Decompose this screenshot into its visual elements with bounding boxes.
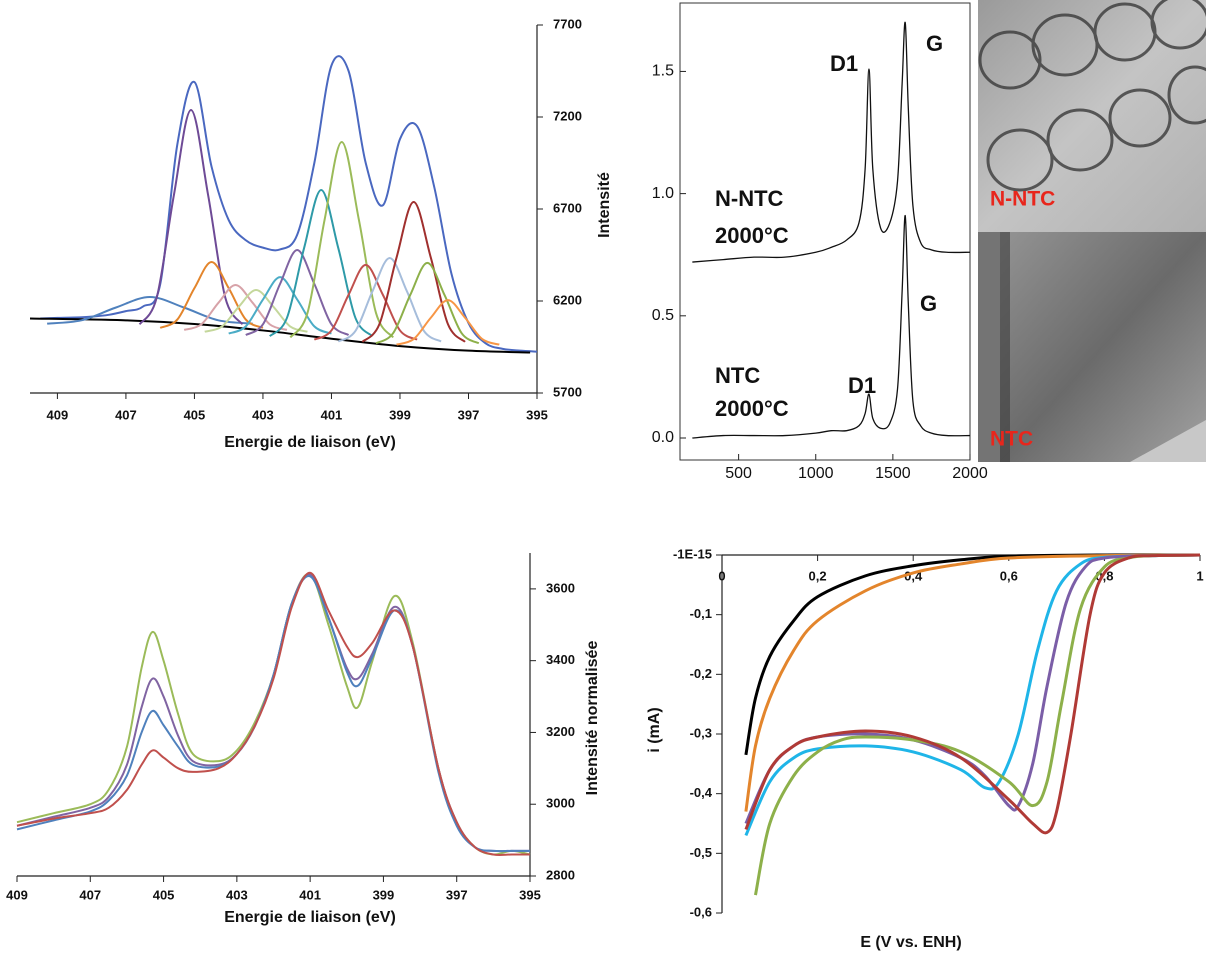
- data-line: [753, 553, 1201, 896]
- x-tick-label: 409: [6, 887, 28, 902]
- x-tick-label: 401: [299, 887, 321, 902]
- y-tick-label: 2800: [546, 867, 575, 882]
- y-tick-label: 3600: [546, 580, 575, 595]
- x-tick-label: 0,6: [1000, 568, 1018, 583]
- x-tick-label: 1000: [798, 465, 834, 482]
- data-line: [313, 263, 418, 341]
- data-line: [361, 201, 466, 343]
- x-tick-label: 397: [446, 887, 468, 902]
- annotation: G: [920, 291, 937, 316]
- data-line: [29, 317, 531, 354]
- x-axis-title: Energie de liaison (eV): [224, 909, 396, 926]
- y-tick-label: -0,4: [690, 785, 713, 800]
- x-tick-label: 405: [184, 407, 206, 422]
- data-line: [744, 553, 1201, 835]
- annotation: 2000°C: [715, 223, 789, 248]
- y-tick-label: -0,3: [690, 725, 712, 740]
- x-axis-title: Energie de liaison (eV): [224, 434, 396, 451]
- y-tick-label: 3200: [546, 724, 575, 739]
- data-line: [744, 553, 1201, 812]
- data-line: [47, 295, 253, 325]
- data-line: [692, 21, 971, 263]
- data-line: [16, 571, 530, 856]
- x-tick-label: 1: [1196, 568, 1203, 583]
- x-tick-label: 401: [321, 407, 343, 422]
- data-line: [245, 249, 350, 336]
- data-line: [337, 256, 442, 343]
- annotation: G: [926, 31, 943, 56]
- data-line: [16, 575, 530, 853]
- plot-frame: [679, 2, 971, 461]
- y-tick-label: -1E-15: [673, 546, 712, 561]
- x-tick-label: 1500: [875, 465, 911, 482]
- annotation: D1: [848, 373, 876, 398]
- image-label: NTC: [990, 428, 1033, 451]
- data-line: [183, 283, 288, 331]
- annotation: 2000°C: [715, 396, 789, 421]
- x-tick-label: 399: [373, 887, 395, 902]
- y-tick-label: -0,2: [690, 666, 712, 681]
- annotation: D1: [830, 51, 858, 76]
- tem-image-bottom: [978, 232, 1206, 462]
- data-line: [744, 553, 1201, 825]
- data-line: [396, 299, 500, 346]
- y-tick-label: 0.5: [652, 307, 674, 324]
- y-tick-label: 1.0: [652, 185, 674, 202]
- x-tick-label: 407: [115, 407, 137, 422]
- tem-image-top: [978, 0, 1206, 232]
- data-line: [692, 214, 971, 439]
- x-tick-label: 407: [79, 887, 101, 902]
- y-tick-label: 7200: [553, 108, 582, 123]
- data-line: [375, 261, 480, 345]
- y-tick-label: 6700: [553, 200, 582, 215]
- y-tick-label: 3000: [546, 796, 575, 811]
- x-tick-label: 395: [519, 887, 541, 902]
- x-tick-label: 395: [526, 407, 548, 422]
- image-label: N-NTC: [990, 188, 1055, 211]
- y-tick-label: 6200: [553, 292, 582, 307]
- data-line: [289, 141, 394, 339]
- x-tick-label: 397: [458, 407, 480, 422]
- data-line: [138, 109, 244, 326]
- annotation: NTC: [715, 363, 760, 388]
- x-tick-label: 2000: [952, 465, 988, 482]
- x-tick-label: 0,2: [809, 568, 827, 583]
- y-tick-label: 0.0: [652, 429, 674, 446]
- x-tick-label: 399: [389, 407, 411, 422]
- data-line: [228, 276, 332, 335]
- y-tick-label: -0,5: [690, 845, 712, 860]
- y-axis-title: Intensité: [596, 172, 613, 238]
- y-tick-label: 1.5: [652, 63, 674, 80]
- x-axis-title: E (V vs. ENH): [860, 934, 961, 951]
- y-axis-title: Intensité normalisée: [584, 641, 601, 796]
- y-tick-label: 5700: [553, 384, 582, 399]
- data-line: [40, 55, 538, 353]
- data-line: [204, 288, 308, 333]
- data-line: [744, 553, 1201, 837]
- x-tick-label: 403: [252, 407, 274, 422]
- x-tick-label: 403: [226, 887, 248, 902]
- x-tick-label: 405: [153, 887, 175, 902]
- annotation: N-NTC: [715, 186, 784, 211]
- data-line: [744, 553, 1201, 756]
- y-tick-label: 3400: [546, 652, 575, 667]
- x-tick-label: 0: [718, 568, 725, 583]
- x-tick-label: 500: [725, 465, 752, 482]
- y-tick-label: -0,1: [690, 606, 712, 621]
- y-axis-title: i (mA): [646, 707, 663, 752]
- data-line: [159, 260, 264, 329]
- y-tick-label: 7700: [553, 16, 582, 31]
- y-tick-label: -0,6: [690, 904, 712, 919]
- data-line: [269, 189, 374, 337]
- x-tick-label: 409: [47, 407, 69, 422]
